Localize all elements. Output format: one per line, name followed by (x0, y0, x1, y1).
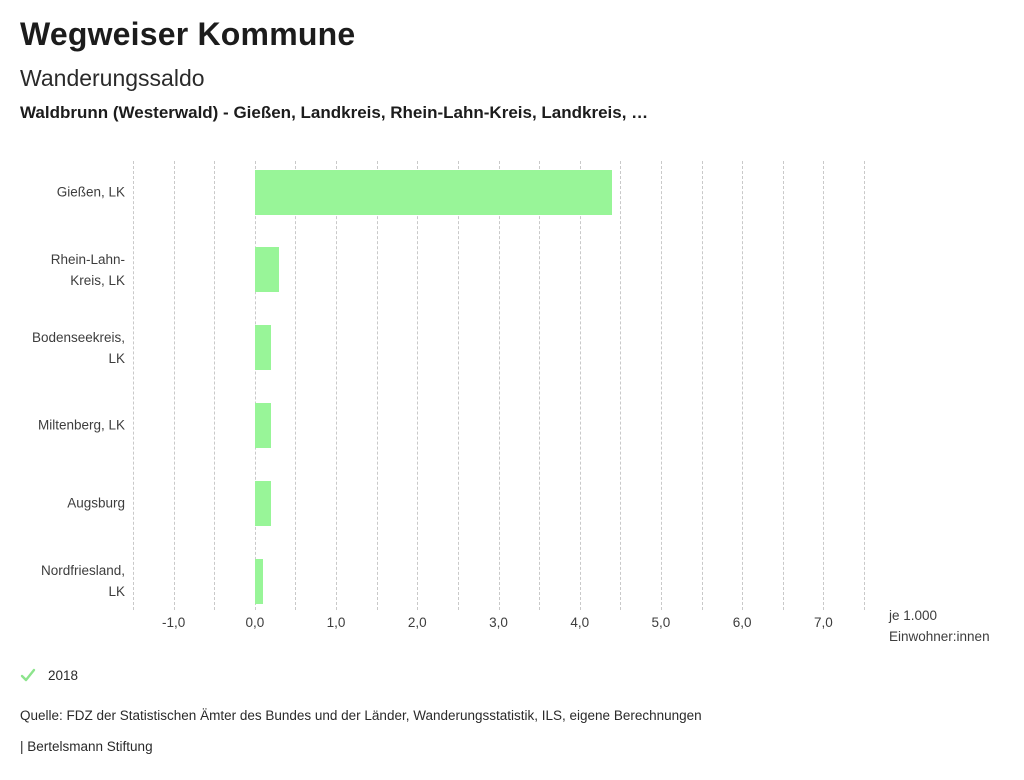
attribution-text: | Bertelsmann Stiftung (20, 739, 153, 754)
gridline (295, 161, 297, 610)
app-title: Wegweiser Kommune (20, 16, 356, 52)
bar-Gießen, LK[interactable] (254, 169, 613, 215)
gridline (823, 161, 825, 610)
bar-Nordfriesland, LK[interactable] (254, 558, 263, 604)
checkmark-icon (20, 668, 36, 682)
gridline (701, 161, 703, 610)
x-tick-label: 2,0 (407, 615, 427, 630)
legend-label: 2018 (48, 667, 79, 683)
gridline (214, 161, 216, 610)
bar-Bodenseekreis, LK[interactable] (254, 325, 272, 371)
category-label: Nordfriesland, LK (40, 563, 125, 599)
x-tick-label: 7,0 (813, 615, 833, 630)
x-tick-label: 6,0 (732, 615, 752, 630)
gridline (782, 161, 784, 610)
bar-Miltenberg, LK[interactable] (254, 402, 272, 448)
chart-subtitle: Waldbrunn (Westerwald) - Gießen, Landkre… (20, 103, 649, 122)
chart-title: Wanderungssaldo (20, 65, 205, 91)
gridline (742, 161, 744, 610)
category-label: Bodenseekreis, LK (31, 329, 125, 366)
category-label: Rhein-Lahn- Kreis, LK (50, 251, 125, 288)
gridline (498, 161, 500, 610)
category-label: Miltenberg, LK (37, 417, 125, 433)
gridline (620, 161, 622, 610)
legend-item-2018[interactable]: 2018 (20, 667, 78, 683)
bar-Rhein-Lahn-Kreis, LK[interactable] (254, 247, 280, 293)
bar-chart: Gießen, LK Rhein-Lahn- Kreis, LK Bodenseek… (0, 161, 1024, 661)
gridline (376, 161, 378, 610)
category-label: Gießen, LK (56, 184, 125, 200)
x-tick-label: 0,0 (245, 615, 265, 630)
source-text: Quelle: FDZ der Statistischen Ämter des … (20, 708, 702, 723)
gridline (660, 161, 662, 610)
gridline (579, 161, 581, 610)
x-axis-unit-label: je 1.000 Einwohner:innen (889, 608, 990, 644)
bar-Augsburg[interactable] (254, 480, 272, 526)
gridline (539, 161, 541, 610)
gridline (254, 161, 256, 610)
x-tick-label: 1,0 (326, 615, 346, 630)
x-tick-label: 5,0 (651, 615, 671, 630)
x-tick-label: -1,0 (161, 615, 186, 630)
gridline (133, 161, 134, 610)
gridline (336, 161, 338, 610)
gridline (417, 161, 419, 610)
category-label: Augsburg (67, 495, 125, 511)
x-tick-label: 3,0 (489, 615, 508, 630)
gridline (457, 161, 459, 610)
x-tick-label: 4,0 (570, 615, 590, 630)
gridline (864, 161, 865, 610)
gridline (173, 161, 175, 610)
